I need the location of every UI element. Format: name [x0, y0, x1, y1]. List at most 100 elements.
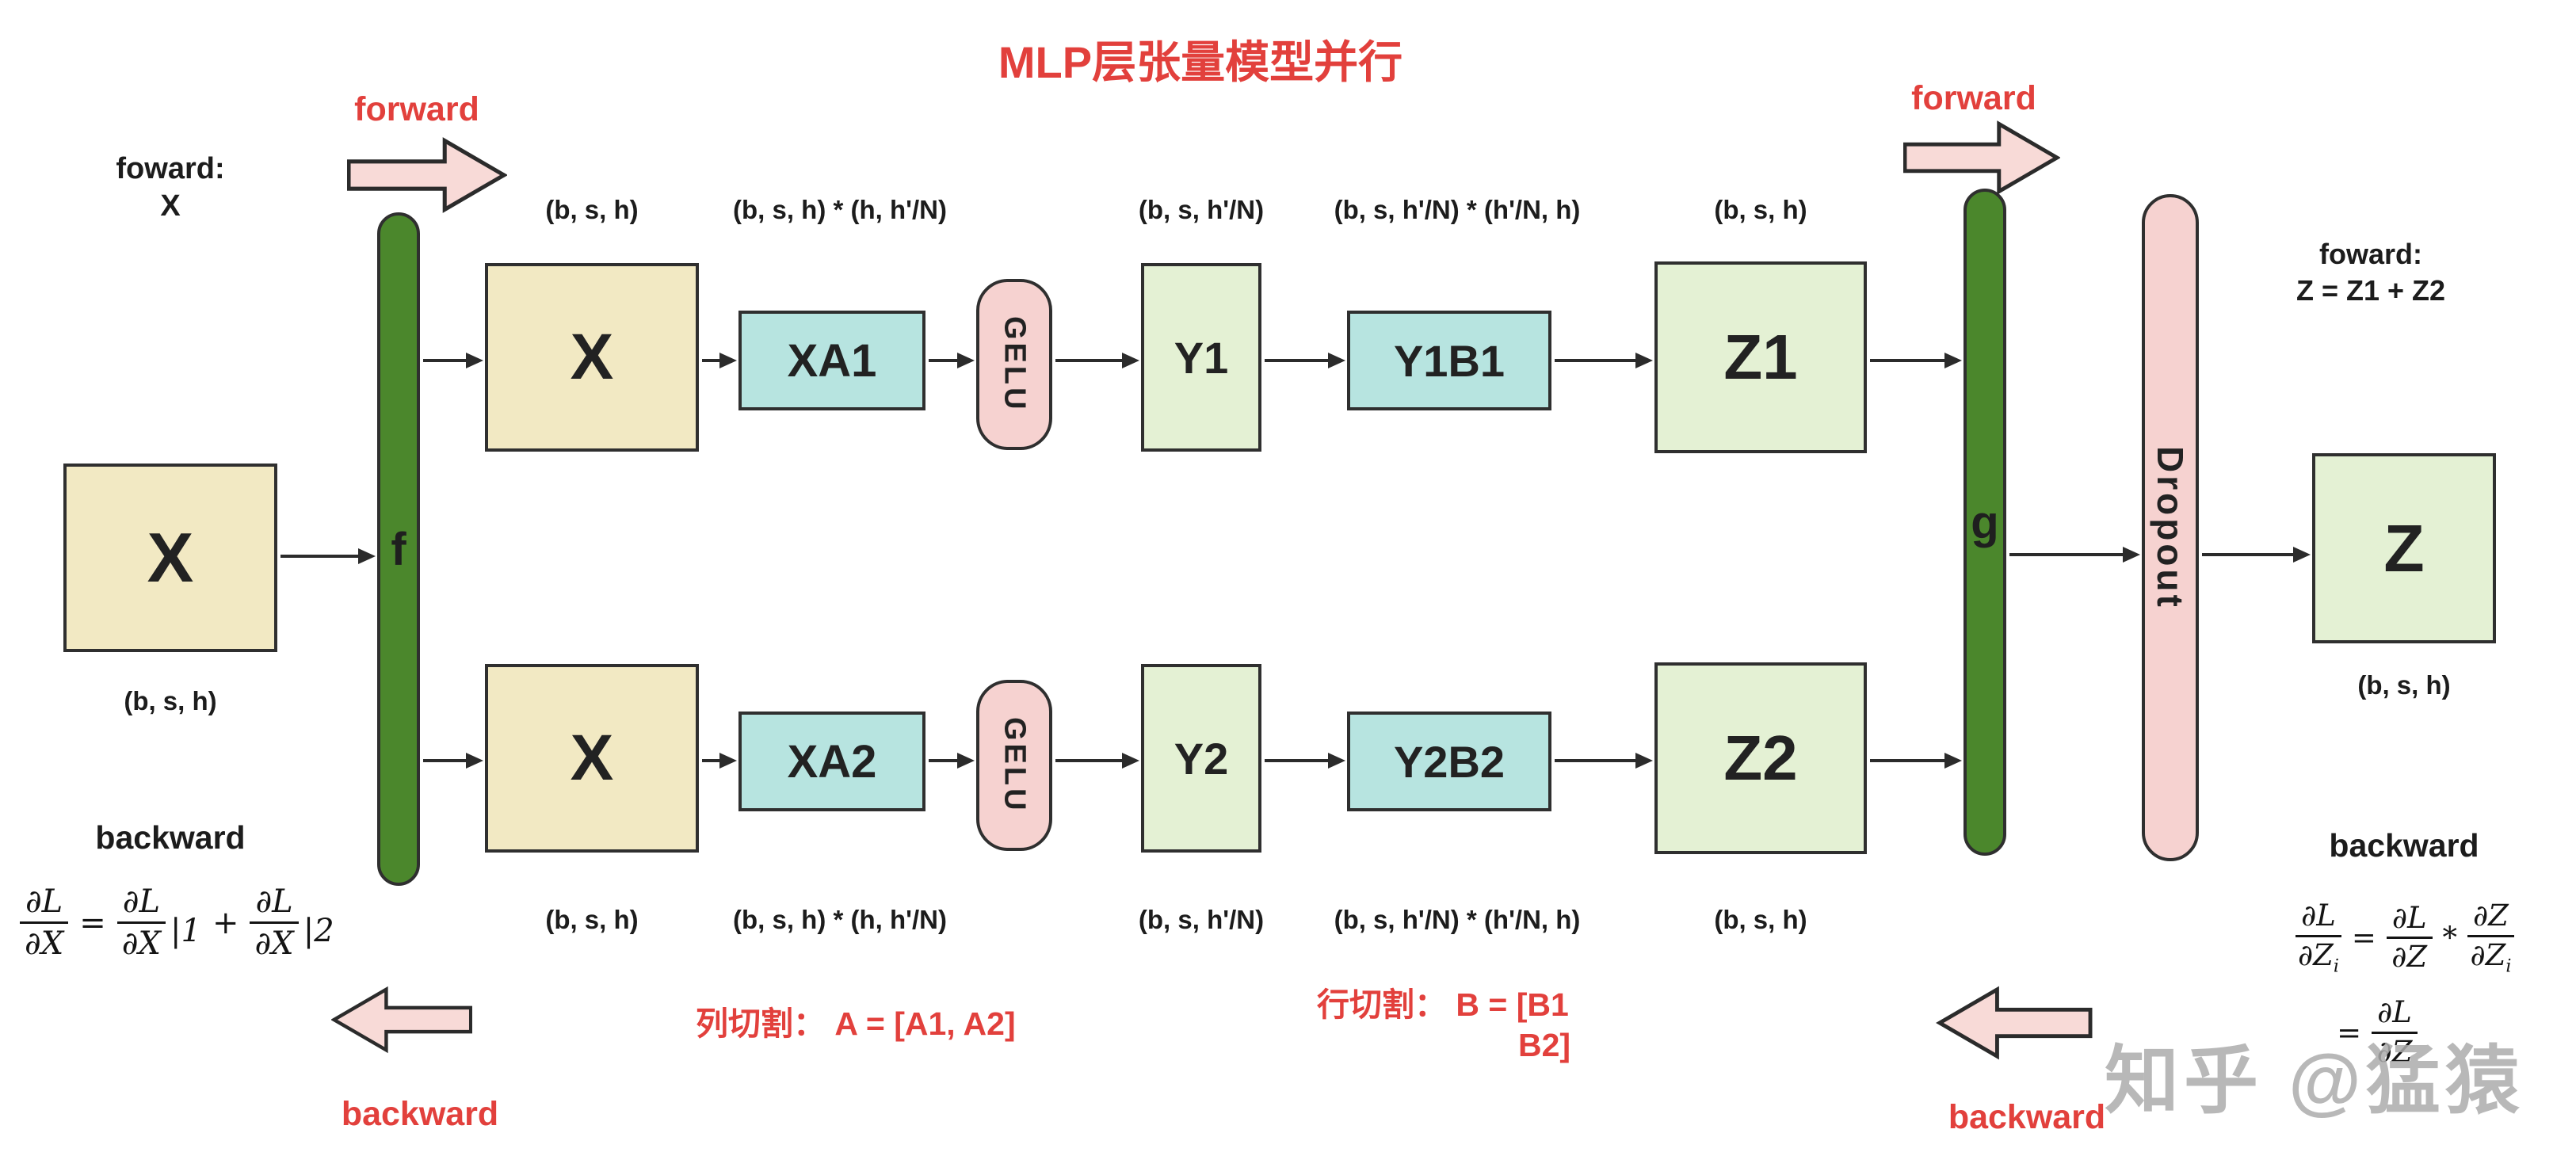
- equals-sign: =: [2337, 1015, 2362, 1050]
- flow-arrow-x-to-f: [280, 548, 376, 564]
- output-z-shape: (b, s, h): [2357, 670, 2451, 700]
- backward-red-label-right: backward: [1948, 1098, 2106, 1136]
- row2-xa-box: XA2: [738, 712, 925, 811]
- row1-x-box: X: [485, 263, 699, 452]
- flow-arrow-f-to-row1x: [423, 353, 483, 368]
- flow-arrow-row2-x-xa: [702, 753, 737, 769]
- flow-arrow-f-to-row2x: [423, 753, 483, 769]
- row1-y-box: Y1: [1141, 263, 1261, 452]
- output-z-label: Z: [2383, 510, 2425, 586]
- shape-ann-row1-z: (b, s, h): [1714, 195, 1807, 224]
- row2-yb-label: Y2B2: [1393, 736, 1506, 787]
- input-x-label: X: [147, 518, 194, 597]
- flow-arrow-row2-y-yb: [1265, 753, 1345, 769]
- restriction-tag: |2: [303, 912, 334, 949]
- flow-arrow-row1-yb-z: [1555, 353, 1653, 368]
- g-operator-bar: g: [1963, 189, 2006, 856]
- row1-z-label: Z1: [1723, 322, 1798, 392]
- foward-z-line1: foward:: [2319, 238, 2422, 270]
- row1-z-box: Z1: [1654, 261, 1867, 453]
- equals-sign: =: [79, 904, 106, 941]
- frac-num: ∂L: [20, 884, 69, 924]
- column-split-note: 列切割： A = [A1, A2]: [696, 1005, 1016, 1042]
- row2-yb-box: Y2B2: [1347, 712, 1551, 811]
- input-x-box: X: [63, 464, 277, 652]
- output-z-box: Z: [2312, 453, 2496, 643]
- foward-z-note: foward: Z = Z1 + Z2: [2236, 236, 2505, 309]
- frac-num: ∂Z: [2467, 899, 2514, 937]
- flow-arrow-row1-z-g: [1870, 353, 1962, 368]
- flow-arrow-row2-gelu-y: [1055, 753, 1139, 769]
- shape-ann-row2-yb: (b, s, h'/N) * (h'/N, h): [1334, 905, 1581, 934]
- shape-ann-row1-x: (b, s, h): [545, 195, 639, 224]
- row1-yb-label: Y1B1: [1393, 335, 1506, 386]
- frac-den: ∂X: [254, 925, 294, 962]
- foward-x-note: foward: X: [52, 151, 289, 225]
- flow-arrow-row1-x-xa: [702, 353, 737, 368]
- foward-z-line2: Z = Z1 + Z2: [2296, 274, 2446, 307]
- row1-yb-box: Y1B1: [1347, 311, 1551, 410]
- row2-z-label: Z2: [1723, 723, 1798, 793]
- flow-arrow-row1-y-yb: [1265, 353, 1345, 368]
- equals-sign: =: [2351, 921, 2376, 956]
- frac-den: ∂Zi: [2470, 937, 2511, 976]
- shape-ann-row2-x: (b, s, h): [545, 905, 639, 934]
- frac-den: ∂Zi: [2298, 937, 2339, 976]
- fraction: ∂L ∂Z: [2372, 996, 2418, 1068]
- backward-formula-right-line2: = ∂L ∂Z: [2219, 996, 2536, 1068]
- plus-sign: +: [212, 904, 239, 941]
- row2-gelu-box: GELU: [976, 680, 1052, 851]
- f-operator-bar: f: [377, 212, 420, 886]
- forward-label-left: forward: [354, 90, 479, 128]
- shape-ann-row1-y: (b, s, h'/N): [1138, 195, 1265, 224]
- row1-y-label: Y1: [1174, 332, 1229, 383]
- backward-red-label-left: backward: [341, 1095, 499, 1133]
- row1-gelu-label: GELU: [998, 316, 1032, 413]
- frac-den-sub: i: [2333, 956, 2339, 977]
- row-split-note-line2: B2]: [1518, 1027, 1571, 1063]
- dropout-label: Dropout: [2150, 445, 2191, 610]
- restriction-tag: |1: [170, 912, 201, 949]
- row1-x-label: X: [570, 321, 614, 393]
- forward-arrow-icon-right: [1903, 120, 2060, 195]
- backward-arrow-icon-left: [331, 986, 472, 1054]
- fraction: ∂L ∂Z: [2386, 902, 2433, 974]
- forward-arrow-icon-left: [347, 137, 507, 213]
- input-x-shape: (b, s, h): [124, 686, 217, 715]
- backward-formula-left: ∂L ∂X = ∂L ∂X |1 + ∂L ∂X |2: [20, 884, 334, 961]
- flow-arrow-dropout-to-z: [2202, 547, 2311, 563]
- times-sign: *: [2442, 921, 2458, 956]
- backward-label-left: backward: [95, 819, 246, 856]
- frac-den-text: ∂Z: [2470, 937, 2506, 972]
- watermark: 知乎 @猛猿: [2105, 1039, 2524, 1122]
- backward-label-right: backward: [2329, 827, 2479, 864]
- flow-arrow-row1-gelu-y: [1055, 353, 1139, 368]
- frac-den: ∂X: [25, 925, 64, 962]
- frac-num: ∂L: [116, 884, 166, 924]
- row2-z-box: Z2: [1654, 662, 1867, 854]
- frac-den: ∂X: [121, 925, 161, 962]
- dropout-box: Dropout: [2142, 194, 2199, 861]
- shape-ann-row2-z: (b, s, h): [1714, 905, 1807, 934]
- frac-num: ∂L: [2386, 902, 2433, 940]
- fraction: ∂L ∂X: [116, 884, 166, 962]
- forward-label-right: forward: [1911, 79, 2036, 117]
- frac-den-text: ∂Z: [2297, 937, 2334, 972]
- flow-arrow-row2-yb-z: [1555, 753, 1653, 769]
- row1-gelu-box: GELU: [976, 279, 1052, 450]
- row1-xa-label: XA1: [787, 334, 877, 387]
- shape-ann-row2-xa: (b, s, h) * (h, h'/N): [733, 905, 947, 934]
- frac-den-sub: i: [2505, 956, 2512, 977]
- frac-num: ∂L: [2296, 899, 2341, 937]
- frac-num: ∂L: [250, 884, 299, 924]
- shape-ann-row2-y: (b, s, h'/N): [1138, 905, 1265, 934]
- fraction: ∂Z ∂Zi: [2467, 899, 2514, 976]
- fraction: ∂L ∂X: [20, 884, 69, 962]
- row2-x-box: X: [485, 664, 699, 853]
- shape-ann-row1-xa: (b, s, h) * (h, h'/N): [733, 195, 947, 224]
- f-label: f: [391, 523, 406, 575]
- flow-arrow-row2-xa-gelu: [929, 753, 975, 769]
- row-split-note-line1: 行切割： B = [B1: [1317, 986, 1569, 1023]
- row2-x-label: X: [570, 722, 614, 794]
